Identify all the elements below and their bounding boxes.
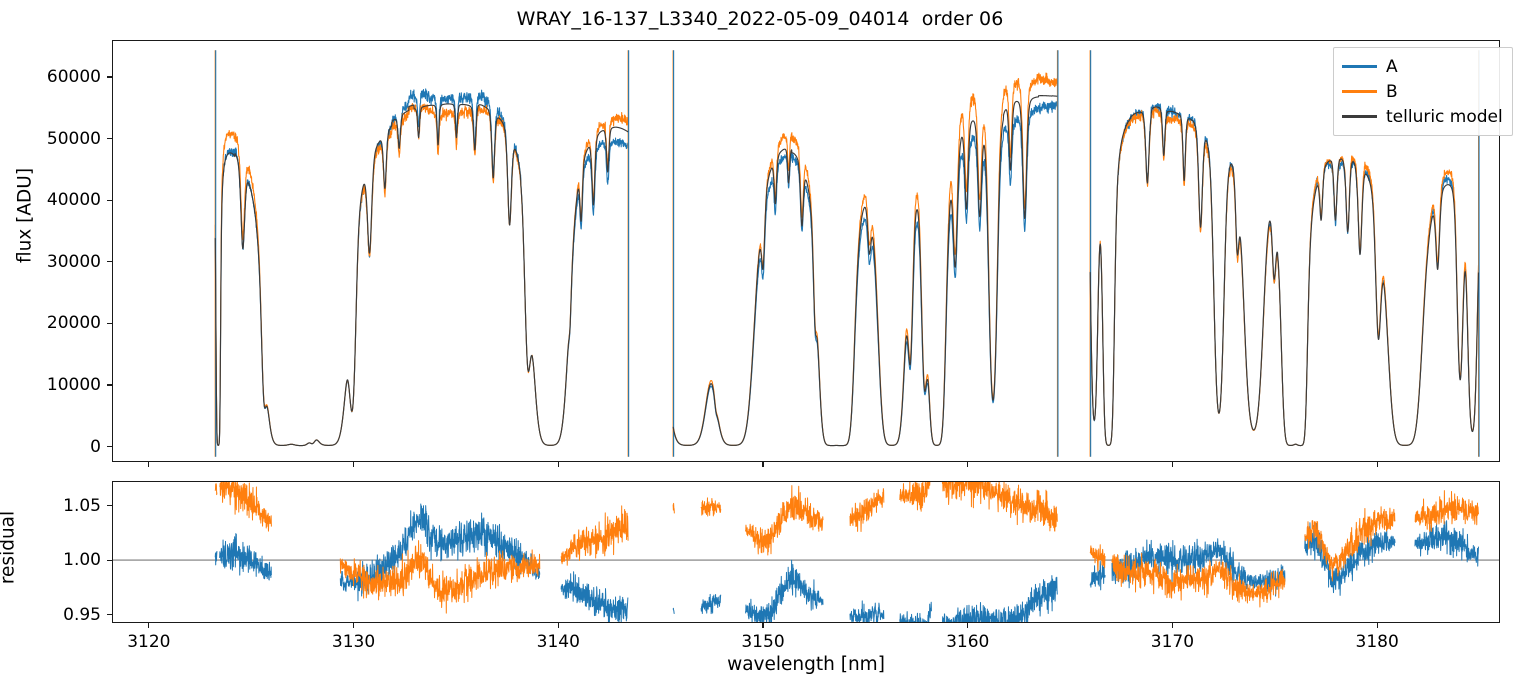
wavelength-axis-label: wavelength [nm]: [727, 654, 885, 675]
legend-item-telluric-model[interactable]: telluric model: [1342, 104, 1503, 129]
wavelength-tick-mark-upper: [352, 462, 355, 467]
residual-trace-b: [214, 482, 1479, 614]
residual-tick-label: 1.00: [63, 550, 101, 571]
wavelength-tick-mark-upper: [557, 462, 559, 467]
flux-tick-label: 30000: [46, 251, 101, 272]
flux-trace-b: [214, 72, 1480, 447]
legend-swatch-a: [1342, 65, 1377, 68]
wavelength-tick-mark: [967, 623, 969, 628]
flux-tick-mark: [107, 76, 112, 78]
figure-title: WRAY_16-137_L3340_2022-05-09_04014 order…: [516, 8, 1004, 30]
flux-tick-label: 60000: [46, 66, 101, 87]
legend-item-a[interactable]: A: [1342, 54, 1503, 79]
flux-trace-a: [214, 88, 1480, 447]
residual-tick-mark: [107, 614, 112, 616]
residual-tick-label: 1.05: [63, 495, 101, 516]
wavelength-tick-label: 3140: [536, 632, 580, 652]
residual-tick-mark: [107, 504, 112, 507]
flux-tick-mark: [107, 199, 112, 201]
wavelength-tick-mark: [1171, 623, 1174, 628]
flux-tick-mark: [107, 384, 112, 386]
wavelength-tick-label: 3160: [946, 632, 990, 652]
legend-item-b[interactable]: B: [1342, 79, 1503, 104]
wavelength-tick-label: 3170: [1150, 632, 1195, 652]
legend-label-telluric-model: telluric model: [1386, 106, 1503, 127]
wavelength-tick-mark-upper: [148, 462, 150, 467]
residual-panel: [112, 481, 1500, 623]
wavelength-tick-mark: [1376, 623, 1378, 628]
flux-tick-mark: [107, 322, 112, 324]
legend-label-b: B: [1386, 81, 1398, 102]
residual-axis-label: residual: [0, 510, 19, 585]
wavelength-tick-label: 3130: [331, 632, 376, 652]
legend-label-a: A: [1386, 56, 1398, 77]
legend: A B telluric model: [1333, 47, 1513, 136]
flux-tick-mark: [107, 445, 112, 448]
wavelength-tick-mark-upper: [1171, 462, 1174, 467]
flux-axis-label: flux [ADU]: [14, 167, 36, 264]
flux-tick-mark: [107, 261, 112, 263]
wavelength-tick-mark-upper: [967, 462, 969, 467]
flux-tick-label: 50000: [46, 128, 101, 149]
wavelength-tick-label: 3180: [1355, 632, 1399, 652]
wavelength-tick-mark-upper: [1376, 462, 1378, 467]
residual-tick-mark: [107, 559, 112, 561]
wavelength-tick-mark: [762, 623, 764, 628]
flux-trace-telluric-model: [214, 95, 1480, 447]
flux-tick-label: 0: [90, 436, 101, 457]
wavelength-tick-mark: [557, 623, 559, 628]
residual-tick-label: 0.95: [63, 604, 101, 625]
wavelength-tick-mark: [352, 623, 355, 628]
flux-tick-label: 40000: [46, 190, 101, 211]
wavelength-tick-label: 3150: [741, 632, 785, 652]
flux-tick-label: 10000: [46, 374, 101, 395]
wavelength-tick-mark-upper: [762, 462, 764, 467]
residual-trace-a: [214, 503, 1479, 622]
flux-panel: [112, 40, 1500, 462]
legend-swatch-telluric-model: [1342, 115, 1377, 118]
wavelength-tick-label: 3120: [127, 632, 171, 652]
flux-tick-mark: [107, 137, 112, 140]
wavelength-tick-mark: [148, 623, 150, 628]
legend-swatch-b: [1342, 90, 1377, 93]
flux-tick-label: 20000: [46, 313, 101, 334]
